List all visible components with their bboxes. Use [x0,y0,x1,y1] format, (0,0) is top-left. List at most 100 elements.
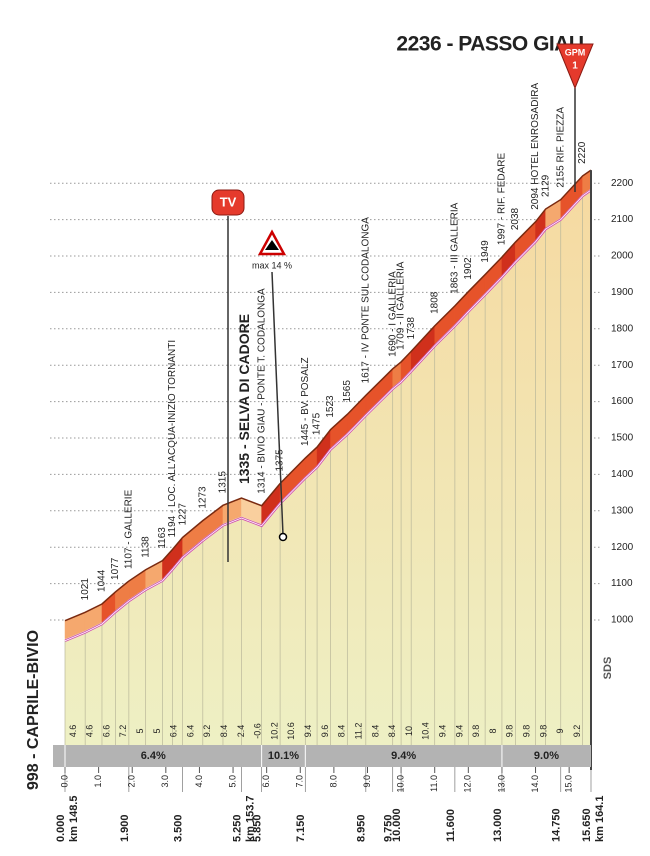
sector-label: 9.0% [534,750,559,762]
km-mark-label: 12.0 [463,775,473,793]
point-label: 1902 [463,257,474,280]
km-mark-label: 5.0 [227,775,237,788]
gradient-label: 9.8 [538,725,548,738]
race-km-label: km 164.1 [594,796,606,842]
x-tick-label: 8.950 [356,814,368,842]
gradient-label: -0.6 [253,723,263,739]
race-km-label: km 148.5 [68,796,80,842]
profile-line [64,169,592,622]
point-label: 1163 [157,527,168,549]
x-tick-label: 10.000 [391,808,403,842]
gradient-label: 7.2 [118,725,128,738]
sector-label: 10.1% [268,750,299,762]
y-tick-label: 2000 [611,251,634,262]
point-label: 1565 [342,380,353,403]
point-label: 1475 [312,412,323,435]
max-gradient-label: max 14 % [252,260,292,270]
race-km-label: km 153.7 [244,796,256,842]
point-label: 1194 - LOC. ALL'ACQUA-INIZIO TORNANTI [167,340,178,538]
point-label: 1617 - IV PONTE SUL CODALONGA [360,217,371,384]
point-label: 1997 - RIF. FEDARE [497,153,508,246]
max-gradient-icon [265,240,279,250]
profile-layer [53,169,592,770]
x-tick-label: 14.750 [551,808,563,842]
point-label: 1044 [97,569,108,592]
y-tick-label: 1700 [611,360,634,371]
point-label: 1949 [480,240,491,263]
point-label: 1077 [110,557,121,580]
point-label: 1273 [197,486,208,509]
y-tick-label: 1200 [611,542,634,553]
label-layer: 1000 1100 1200 1300 1400 1500 1600 1700 1800 1900… [25,83,633,842]
point-label: 1523 [325,395,336,418]
km-mark-label: 4.0 [194,775,204,788]
gradient-label: 8.4 [337,725,347,738]
gradient-label: 8 [488,728,498,733]
x-tick-label: 0.000 [55,814,67,842]
point-label: 1314 - BIVIO GIAU - PONTE T. CODALONGA [256,288,267,494]
gradient-label: 9.8 [471,725,481,738]
point-label: 2220 [577,141,588,164]
x-tick-label: 11.600 [445,809,457,842]
point-label: 1021 [80,578,91,601]
gpm-category: 1 [572,61,578,72]
km-mark-label: 0.0 [59,775,69,788]
km-mark-label: 2.0 [127,775,137,788]
gradient-label: 9.2 [572,725,582,738]
point-label: 1107 - GALLERIE [124,489,135,569]
gpm-label: GPM [565,47,586,57]
km-mark-label: 13.0 [496,775,506,793]
y-tick-label: 2100 [611,214,634,225]
gradient-label: 5 [152,728,162,733]
gradient-label: 4.6 [85,725,95,738]
max-gradient-point [278,532,288,542]
point-label: 2094 HOTEL ENROSADIRA [530,83,541,210]
point-label: 1138 [140,536,151,558]
km-mark-label: 7.0 [295,775,305,788]
y-tick-label: 1500 [611,433,634,444]
sector-label: 6.4% [141,750,166,762]
gradient-label: 9.2 [202,725,212,738]
y-tick-label: 1900 [611,287,634,298]
point-label: 1863 - III GALLERIA [450,202,461,293]
gradient-label: 9.4 [454,725,464,738]
gradient-label: 8.4 [370,725,380,738]
km-mark-label: 11.0 [429,775,439,792]
x-tick-label: 1.900 [119,814,131,842]
gpm-sign [556,43,594,90]
x-tick-label: 5.250 [231,814,243,842]
y-tick-label: 1000 [611,615,634,626]
grid-layer [50,182,600,792]
sector-band [53,745,591,767]
gradient-label: 9.8 [505,725,515,738]
km-mark-label: 10.0 [395,775,405,793]
gradient-label: 5 [135,728,145,733]
x-tick-label: 5.850 [252,814,264,842]
gradient-label: 8.4 [387,725,397,738]
x-tick-label: 9.750 [383,814,395,842]
x-tick-label: 13.000 [492,808,504,842]
point-label: 1335 - SELVA DI CADORE [236,314,252,484]
ridge-underline-inner [64,189,592,642]
km-mark-label: 8.0 [328,775,338,788]
gradient-label: 2.4 [236,725,246,738]
point-label: 1738 [406,317,417,340]
gradient-label: 6.4 [185,725,195,738]
tv-sign [211,189,245,216]
gradient-label: 9.4 [303,725,313,738]
km-mark-label: 6.0 [261,775,271,788]
point-label: 2129 [540,174,551,197]
gradient-label: 9.8 [522,725,532,738]
km-mark-label: 15.0 [564,775,574,793]
gradient-label: 9.4 [437,725,447,738]
max-gradient-pole [271,271,284,536]
km-mark-label: 9.0 [362,775,372,788]
gradient-label: 10 [404,726,414,736]
point-label: 1445 - BV. POSALZ [300,357,311,446]
point-label: 998 - CAPRILE-BIVIO [25,630,42,790]
gradient-label: 6.4 [169,725,179,738]
point-label: 2155 RIF. PIEZZA [555,107,566,188]
y-tick-label: 1800 [611,323,634,334]
gradient-label: 8.4 [219,725,229,738]
